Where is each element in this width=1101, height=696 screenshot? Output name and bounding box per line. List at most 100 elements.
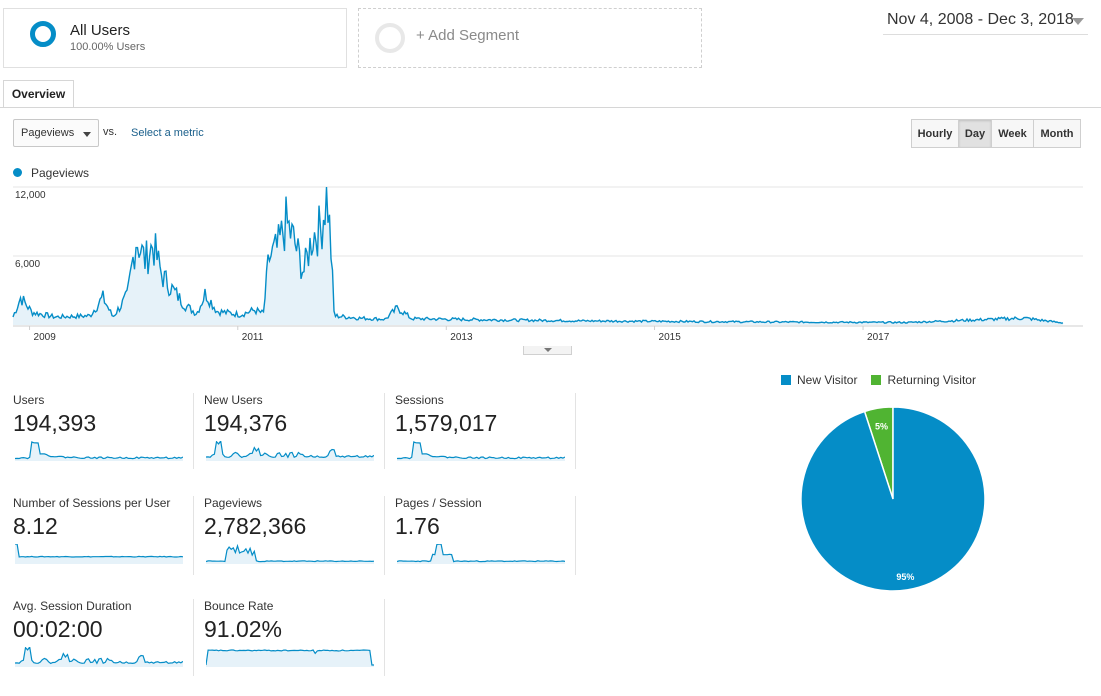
legend-new-visitor-label: New Visitor [797, 373, 858, 387]
sparkline-line [397, 441, 565, 460]
week-button[interactable]: Week [991, 119, 1034, 148]
metric-tile[interactable]: Avg. Session Duration 00:02:00 [13, 599, 193, 681]
collapse-chart-handle[interactable] [523, 346, 572, 355]
tile-divider [193, 393, 194, 469]
metric-label: Avg. Session Duration [13, 599, 132, 613]
metric-label: New Users [204, 393, 263, 407]
metric-value: 8.12 [13, 513, 58, 539]
sparkline-area [206, 650, 374, 667]
metric-sparkline [206, 544, 374, 564]
metric-value: 91.02% [204, 616, 283, 642]
date-range-text: Nov 4, 2008 - Dec 3, 2018 [887, 11, 1074, 28]
segment-subtitle: 100.00% Users [70, 41, 146, 53]
sparkline-line [206, 649, 374, 666]
metric-sparkline [15, 544, 183, 564]
chevron-down-icon [544, 348, 552, 352]
hourly-button[interactable]: Hourly [911, 119, 959, 148]
sparkline-line [397, 544, 565, 563]
segment-all-users[interactable]: All Users 100.00% Users [3, 8, 347, 68]
legend-swatch-icon [781, 375, 791, 385]
pageviews-area [13, 187, 1063, 325]
tile-divider [384, 496, 385, 575]
sparkline-area [206, 441, 374, 461]
tile-divider [193, 599, 194, 676]
pie-slice-label: 95% [896, 572, 914, 582]
metric-tile[interactable]: Pages / Session 1.76 [395, 496, 575, 578]
metric-value: 2,782,366 [204, 513, 307, 539]
metric-label: Bounce Rate [204, 599, 274, 613]
sparkline-area [15, 544, 183, 564]
legend-new-visitor: New Visitor [781, 373, 857, 387]
add-segment-label: + Add Segment [416, 27, 519, 44]
x-tick-label: 2013 [450, 332, 473, 343]
visitor-pie-chart[interactable]: 5% 95% [798, 402, 988, 592]
metric-tile[interactable]: New Users 194,376 [204, 393, 384, 475]
empty-segment-ring-icon [375, 23, 405, 53]
sparkline-line [15, 647, 183, 665]
metric-sparkline [397, 544, 565, 564]
metric-sparkline [397, 441, 565, 461]
month-button[interactable]: Month [1033, 119, 1081, 148]
metric-tile[interactable]: Bounce Rate 91.02% [204, 599, 384, 681]
chart-legend-label: Pageviews [31, 166, 90, 180]
tile-divider [575, 393, 576, 469]
metric-value: 1,579,017 [395, 410, 498, 436]
sparkline-line [15, 441, 183, 460]
x-tick-group: 2009 2011 2013 2015 2017 [29, 326, 890, 343]
metric-sparkline [15, 441, 183, 461]
legend-returning-visitor: Returning Visitor [871, 373, 976, 387]
metric-sparkline [206, 649, 374, 667]
metric-tile[interactable]: Sessions 1,579,017 [395, 393, 575, 475]
y-tick-label: 12,000 [15, 190, 46, 201]
metric-label: Number of Sessions per User [13, 496, 171, 510]
pie-legend: New Visitor Returning Visitor [781, 373, 990, 387]
chevron-down-icon [83, 132, 91, 137]
x-tick-label: 2015 [659, 332, 682, 343]
granularity-toggle: Hourly Day Week Month [911, 119, 1081, 148]
metric-value: 00:02:00 [13, 616, 103, 642]
tile-divider [193, 496, 194, 575]
metric-dropdown[interactable]: Pageviews [13, 119, 99, 147]
metric-value: 194,376 [204, 410, 288, 436]
metric-dropdown-value: Pageviews [21, 127, 75, 139]
tab-overview[interactable]: Overview [3, 80, 74, 107]
tab-divider [0, 107, 1101, 108]
x-tick-label: 2009 [34, 332, 57, 343]
metric-sparkline [15, 647, 183, 667]
pageviews-series [12, 186, 1064, 325]
select-metric-link[interactable]: Select a metric [131, 127, 204, 139]
tile-divider [384, 599, 385, 676]
sparkline-line [15, 544, 183, 558]
legend-dot-icon [13, 168, 22, 177]
metric-tile[interactable]: Users 194,393 [13, 393, 193, 475]
sparkline-line [206, 544, 374, 563]
sparkline-area [15, 647, 183, 667]
y-tick-label: 6,000 [15, 259, 40, 270]
metric-value: 1.76 [395, 513, 440, 539]
metric-label: Pages / Session [395, 496, 482, 510]
tile-divider [575, 496, 576, 575]
sparkline-line [206, 441, 374, 459]
segment-title: All Users [70, 22, 131, 39]
vs-label: vs. [103, 126, 118, 138]
day-button[interactable]: Day [958, 119, 992, 148]
legend-swatch-icon [871, 375, 882, 385]
metric-label: Users [13, 393, 45, 407]
chevron-down-icon [1072, 18, 1084, 25]
sparkline-area [206, 545, 374, 564]
metric-tile[interactable]: Number of Sessions per User 8.12 [13, 496, 193, 578]
x-tick-label: 2011 [242, 332, 264, 343]
legend-returning-visitor-label: Returning Visitor [887, 373, 976, 387]
metric-tile[interactable]: Pageviews 2,782,366 [204, 496, 384, 578]
segment-ring-icon [30, 21, 56, 47]
metric-label: Sessions [395, 393, 444, 407]
pie-slice-new-visitor[interactable] [800, 406, 986, 592]
add-segment-button[interactable]: + Add Segment [358, 8, 702, 68]
metric-label: Pageviews [204, 496, 263, 510]
pageviews-chart[interactable]: 12,000 6,000 2009 2011 2013 2015 2017 [0, 180, 1090, 350]
pageviews-line [12, 186, 1064, 324]
metric-sparkline [206, 441, 374, 461]
sparkline-area [397, 544, 565, 564]
date-range-picker[interactable]: Nov 4, 2008 - Dec 3, 2018 [883, 10, 1088, 35]
pie-slice-label: 5% [875, 421, 888, 431]
